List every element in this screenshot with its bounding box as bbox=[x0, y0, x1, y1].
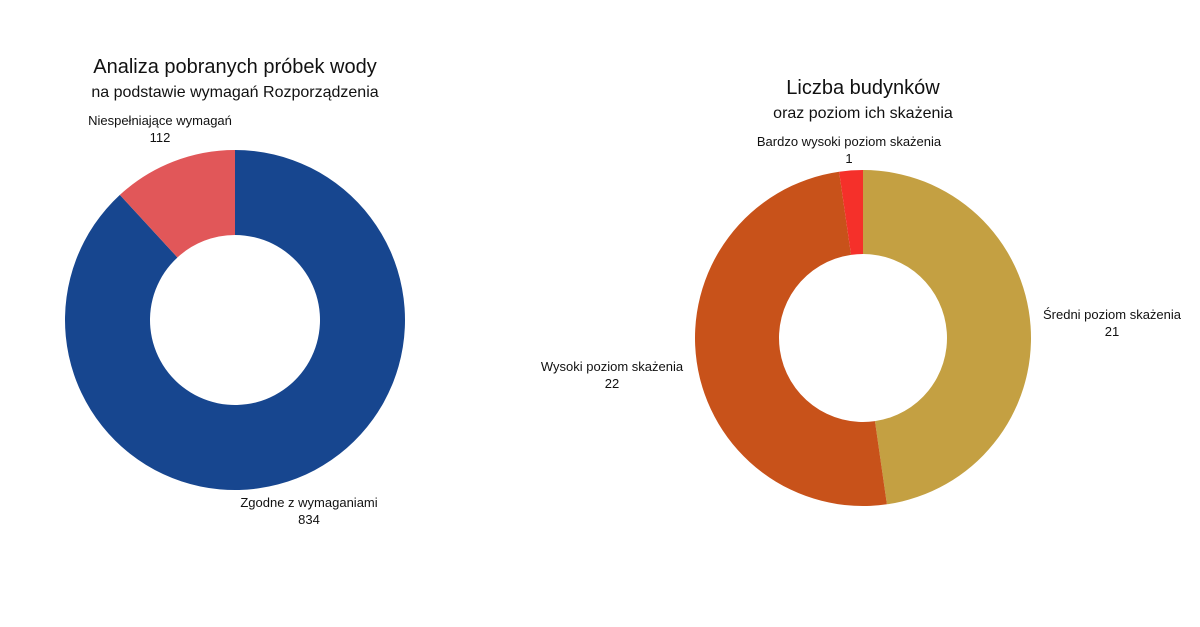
donut-chart-svg bbox=[695, 170, 1032, 507]
slice-label-text: Wysoki poziom skażenia bbox=[540, 359, 684, 374]
slice-label-text: Bardzo wysoki poziom skażenia bbox=[756, 134, 942, 149]
chart-buildings: Liczba budynków oraz poziom ich skażenia… bbox=[541, 0, 1200, 627]
slice-label-value: 834 bbox=[298, 512, 320, 527]
slice-label-value: 22 bbox=[604, 376, 620, 391]
slice-label-value: 21 bbox=[1104, 324, 1120, 339]
slice-label-value: 112 bbox=[149, 130, 171, 145]
chart-water-samples: Analiza pobranych próbek wody na podstaw… bbox=[65, 56, 405, 528]
donut-slice-very-high bbox=[839, 170, 863, 255]
donut-slice-high bbox=[695, 171, 887, 507]
slice-label-text: Zgodne z wymaganiami bbox=[240, 495, 378, 510]
slice-label-very-high: Bardzo wysoki poziom skażenia 1 bbox=[757, 133, 941, 167]
slice-label-text: Niespełniające wymagań bbox=[88, 113, 232, 128]
slice-label-medium: Średni poziom skażenia 21 bbox=[1043, 306, 1181, 340]
slice-label-high: Wysoki poziom skażenia 22 bbox=[541, 358, 683, 392]
chart-subtitle: na podstawie wymagań Rozporządzenia bbox=[91, 84, 379, 101]
chart-title: Analiza pobranych próbek wody bbox=[93, 56, 377, 78]
donut-slice-noncompliant bbox=[119, 150, 235, 258]
slice-label-compliant: Zgodne z wymaganiami 834 bbox=[240, 494, 377, 528]
donut-slice-medium bbox=[863, 170, 1032, 505]
donut-slice-compliant bbox=[65, 150, 405, 491]
chart-title: Liczba budynków bbox=[786, 77, 940, 99]
slice-label-text: Średni poziom skażenia bbox=[1042, 307, 1182, 322]
chart-subtitle: oraz poziom ich skażenia bbox=[773, 105, 953, 122]
slice-label-noncompliant: Niespełniające wymagań 112 bbox=[88, 112, 232, 146]
donut-chart-svg bbox=[65, 150, 405, 491]
slice-label-value: 1 bbox=[845, 151, 853, 166]
